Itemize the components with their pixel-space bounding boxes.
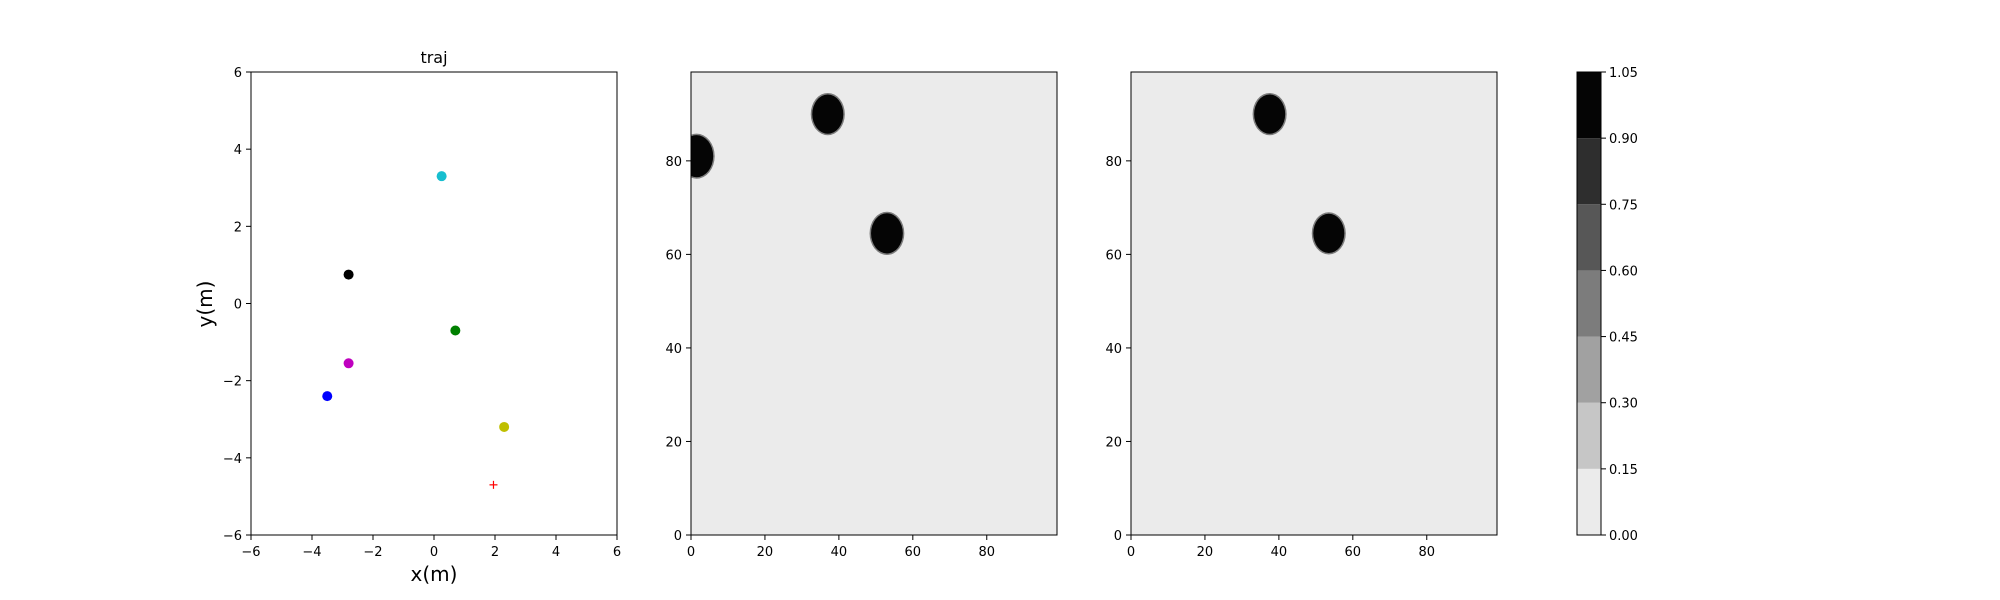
x-tick-label: 80 [978,545,995,560]
occupancy-map-left-frame [690,71,1058,536]
y-tick-label: 80 [665,155,682,170]
traj-scatter-plot: traj −6 −4 −2 0 2 4 6 −6 −4 −2 0 2 4 6 x(m) y(m) [193,48,621,586]
x-tick-label: 60 [905,545,922,560]
colorbar-tick-label: 0.60 [1609,264,1638,279]
colorbar-frame [1576,71,1602,536]
x-tick-label: 20 [757,545,774,560]
occupancy-map-right: 0 20 40 60 80 0 20 40 60 80 [1105,71,1498,560]
traj-plot-frame [250,71,618,536]
obstacle-blob [1254,94,1286,134]
occupancy-map-right-y-axis: 0 20 40 60 80 [1105,155,1131,544]
x-tick-label: 80 [1418,545,1435,560]
y-tick-label: −2 [223,375,242,390]
heatmap-blob-layer [691,92,905,255]
scatter-point [436,171,447,182]
obstacle-blob [1313,213,1345,253]
y-tick-label: 60 [665,248,682,263]
y-tick-label: 0 [234,298,242,313]
y-tick-label: 60 [1105,248,1122,263]
x-tick-label: 20 [1197,545,1214,560]
colorbar-tick-label: 0.90 [1609,132,1638,147]
scatter-point [322,391,333,402]
x-tick-label: 40 [831,545,848,560]
y-tick-label: 20 [665,435,682,450]
y-tick-label: 80 [1105,155,1122,170]
occupancy-map-left: 0 20 40 60 80 0 20 40 60 80 [665,71,1058,560]
colorbar-tick-label: 0.75 [1609,198,1638,213]
y-tick-label: 0 [674,529,682,544]
colorbar-tick-label: 0.45 [1609,331,1638,346]
colorbar-band [1577,468,1601,535]
occupancy-map-right-background [1131,72,1497,535]
colorbar: 0.00 0.15 0.30 0.45 0.60 0.75 0.90 1.05 [1576,66,1638,544]
occupancy-map-right-blobs [1252,92,1346,255]
obstacle-blob [871,213,903,254]
traj-plot-title: traj [420,48,447,67]
x-tick-label: 0 [430,545,438,560]
colorbar-band [1577,336,1601,403]
scatter-point [450,325,461,336]
x-tick-label: 40 [1271,545,1288,560]
colorbar-band [1577,138,1601,205]
colorbar-axis: 0.00 0.15 0.30 0.45 0.60 0.75 0.90 1.05 [1601,66,1638,544]
x-tick-label: −6 [241,545,260,560]
occupancy-map-right-frame [1130,71,1498,536]
heatmap-blob-layer [1252,92,1346,255]
colorbar-band [1577,204,1601,271]
traj-y-axis: −6 −4 −2 0 2 4 6 [223,66,251,544]
x-tick-label: 6 [613,545,621,560]
occupancy-map-right-x-axis: 0 20 40 60 80 [1127,535,1435,560]
occupancy-map-left-x-axis: 0 20 40 60 80 [687,535,995,560]
colorbar-band [1577,402,1601,469]
scatter-point [343,358,354,369]
x-tick-label: 60 [1345,545,1362,560]
y-tick-label: −6 [223,529,242,544]
x-tick-label: 0 [1127,545,1135,560]
y-tick-label: 6 [234,66,242,81]
x-tick-label: −2 [363,545,382,560]
x-tick-label: 0 [687,545,695,560]
obstacle-blob [812,94,844,134]
colorbar-tick-label: 1.05 [1609,66,1638,81]
traj-points [322,171,510,489]
occupancy-map-left-y-axis: 0 20 40 60 80 [665,155,691,544]
y-tick-label: 0 [1114,529,1122,544]
scatter-point [499,421,510,432]
y-tick-label: −4 [223,452,242,467]
x-tick-label: −4 [302,545,321,560]
colorbar-tick-label: 0.15 [1609,463,1638,478]
occupancy-map-left-blobs [691,92,905,255]
y-tick-label: 40 [1105,342,1122,357]
y-tick-label: 40 [665,342,682,357]
traj-x-axis-label: x(m) [411,562,458,586]
colorbar-band [1577,270,1601,337]
obstacle-blob [691,135,714,178]
y-tick-label: 2 [234,220,242,235]
scatter-point [343,269,354,280]
y-tick-label: 20 [1105,435,1122,450]
colorbar-tick-label: 0.00 [1609,529,1638,544]
traj-x-axis: −6 −4 −2 0 2 4 6 [241,535,621,560]
x-tick-label: 2 [491,545,499,560]
target-plus-marker [489,480,498,489]
colorbar-band [1577,72,1601,139]
x-tick-label: 4 [552,545,560,560]
occupancy-map-left-background [691,72,1057,535]
colorbar-bands [1577,72,1601,535]
y-tick-label: 4 [234,143,242,158]
traj-y-axis-label: y(m) [193,281,217,328]
colorbar-tick-label: 0.30 [1609,397,1638,412]
